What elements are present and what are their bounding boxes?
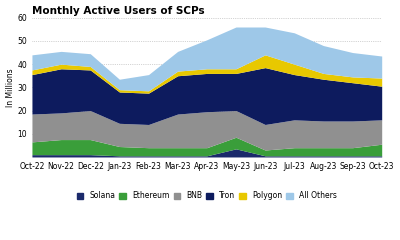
Text: Monthly Active Users of SCPs: Monthly Active Users of SCPs [32, 6, 204, 16]
Legend: Solana, Ethereum, BNB, Tron, Polygon, All Others: Solana, Ethereum, BNB, Tron, Polygon, Al… [76, 192, 337, 200]
Y-axis label: In Millions: In Millions [6, 68, 14, 107]
